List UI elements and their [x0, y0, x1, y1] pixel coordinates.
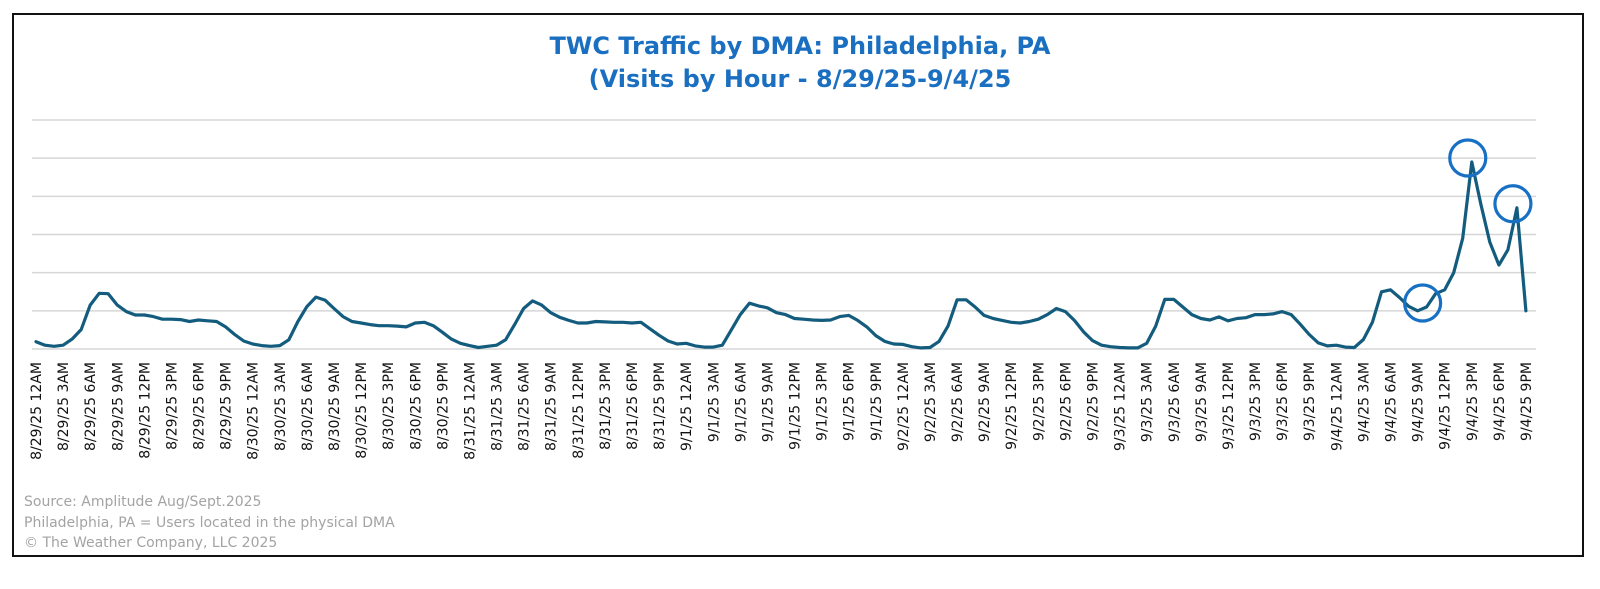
- x-tick-label: 8/31/25 3PM: [598, 362, 614, 450]
- x-tick-label: 9/3/25 3AM: [1140, 362, 1156, 442]
- x-tick-label: 9/1/25 12PM: [788, 362, 804, 450]
- x-tick-label: 9/2/25 3AM: [923, 362, 939, 442]
- gridlines: [32, 119, 1536, 350]
- x-tick-label: 9/4/25 3AM: [1356, 362, 1372, 442]
- x-tick-label: 8/30/25 9PM: [435, 362, 451, 450]
- x-tick-label: 9/3/25 12PM: [1221, 362, 1237, 450]
- x-tick-label: 8/30/25 9AM: [327, 362, 343, 451]
- x-tick-label: 8/29/25 9AM: [110, 362, 126, 451]
- x-tick-label: 8/29/25 12AM: [29, 362, 45, 460]
- chart-footer: Source: Amplitude Aug/Sept.2025 Philadel…: [24, 492, 395, 554]
- x-tick-label: 8/29/25 6AM: [83, 362, 99, 451]
- chart-title: TWC Traffic by DMA: Philadelphia, PA (Vi…: [0, 30, 1600, 96]
- footer-note: Philadelphia, PA = Users located in the …: [24, 514, 395, 531]
- x-tick-label: 9/1/25 12AM: [679, 362, 695, 451]
- x-tick-label: 9/1/25 6PM: [842, 362, 858, 441]
- x-tick-label: 9/2/25 6AM: [950, 362, 966, 442]
- x-tick-label: 9/2/25 3PM: [1031, 362, 1047, 441]
- x-tick-label: 9/3/25 6PM: [1275, 362, 1291, 441]
- x-tick-label: 9/1/25 9AM: [760, 362, 776, 442]
- highlight-circle: [1448, 138, 1488, 178]
- visits-line: [34, 160, 1528, 350]
- x-tick-label: 8/30/25 3PM: [381, 362, 397, 450]
- x-tick-label: 9/4/25 12AM: [1329, 362, 1345, 451]
- x-tick-label: 8/31/25 12PM: [571, 362, 587, 459]
- x-tick-label: 8/29/25 3PM: [164, 362, 180, 450]
- x-tick-label: 9/2/25 12AM: [896, 362, 912, 451]
- x-tick-label: 9/3/25 12AM: [1113, 362, 1129, 451]
- x-tick-label: 8/30/25 3AM: [273, 362, 289, 451]
- x-tick-label: 8/31/25 9AM: [544, 362, 560, 451]
- chart-title-line1: TWC Traffic by DMA: Philadelphia, PA: [549, 32, 1051, 60]
- x-tick-label: 8/31/25 6PM: [625, 362, 641, 450]
- x-tick-label: 8/30/25 12PM: [354, 362, 370, 459]
- x-tick-label: 8/30/25 6PM: [408, 362, 424, 450]
- x-tick-label: 9/2/25 9AM: [977, 362, 993, 442]
- x-tick-label: 9/4/25 3PM: [1465, 362, 1481, 441]
- x-axis-tick-labels: 8/29/25 12AM 8/29/25 3AM 8/29/25 6AM 8/29/2…: [29, 362, 1535, 460]
- x-tick-label: 9/1/25 3PM: [815, 362, 831, 441]
- x-tick-label: 8/29/25 12PM: [137, 362, 153, 459]
- x-tick-label: 9/4/25 6AM: [1384, 362, 1400, 442]
- x-tick-label: 8/29/25 9PM: [219, 362, 235, 450]
- highlight-circles: [1403, 138, 1533, 323]
- x-tick-label: 8/31/25 12AM: [462, 362, 478, 460]
- x-tick-label: 9/4/25 12PM: [1438, 362, 1454, 450]
- x-tick-label: 9/1/25 9PM: [869, 362, 885, 441]
- x-tick-label: 8/31/25 3AM: [490, 362, 506, 451]
- footer-source: Source: Amplitude Aug/Sept.2025: [24, 494, 262, 510]
- x-tick-label: 9/2/25 6PM: [1058, 362, 1074, 441]
- x-tick-label: 8/29/25 3AM: [56, 362, 72, 451]
- x-tick-label: 9/3/25 3PM: [1248, 362, 1264, 441]
- x-tick-label: 9/4/25 6PM: [1492, 362, 1508, 441]
- highlight-circle: [1493, 184, 1533, 224]
- x-tick-label: 8/30/25 12AM: [246, 362, 262, 460]
- chart-title-line2: (Visits by Hour - 8/29/25-9/4/25: [588, 65, 1012, 93]
- highlight-circle: [1403, 283, 1443, 323]
- footer-copyright: © The Weather Company, LLC 2025: [24, 535, 278, 551]
- x-tick-label: 8/31/25 6AM: [517, 362, 533, 451]
- x-tick-label: 8/29/25 6PM: [192, 362, 208, 450]
- x-tick-label: 9/3/25 6AM: [1167, 362, 1183, 442]
- x-tick-label: 9/1/25 6AM: [733, 362, 749, 442]
- x-tick-label: 9/3/25 9AM: [1194, 362, 1210, 442]
- x-tick-label: 9/1/25 3AM: [706, 362, 722, 442]
- x-tick-label: 8/31/25 9PM: [652, 362, 668, 450]
- x-tick-label: 9/4/25 9AM: [1411, 362, 1427, 442]
- chart-frame: [12, 13, 1584, 557]
- x-tick-label: 9/3/25 9PM: [1302, 362, 1318, 441]
- x-tick-label: 9/4/25 9PM: [1519, 362, 1535, 441]
- x-tick-label: 9/2/25 9PM: [1086, 362, 1102, 441]
- x-tick-label: 8/30/25 6AM: [300, 362, 316, 451]
- x-tick-label: 9/2/25 12PM: [1004, 362, 1020, 450]
